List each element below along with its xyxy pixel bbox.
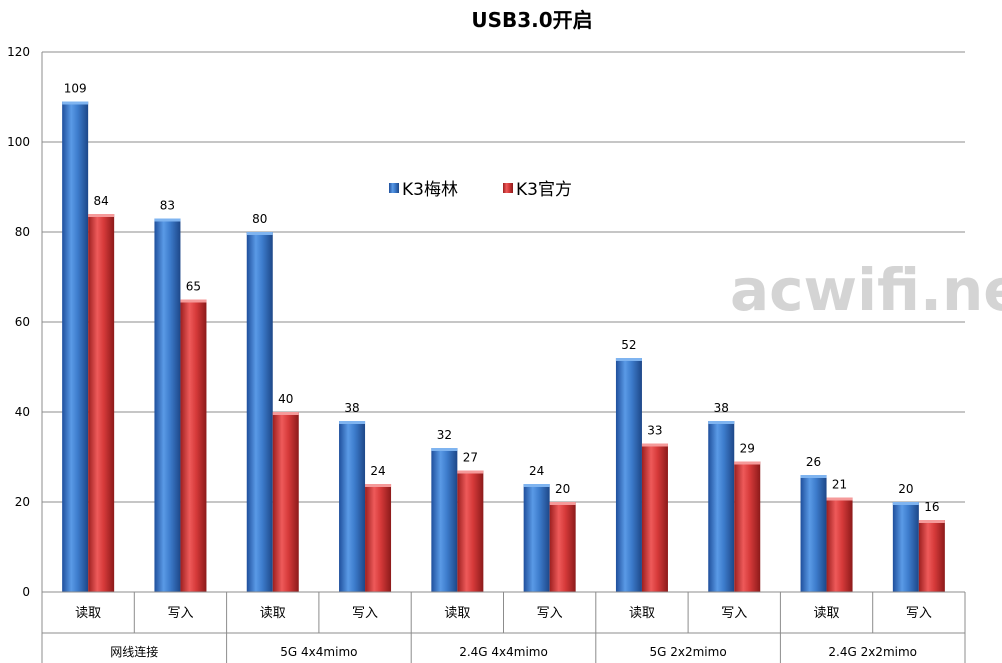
bar-k3-merlin — [154, 218, 181, 592]
x-category-label: 读取 — [444, 606, 470, 621]
x-group-label: 2.4G 2x2mimo — [828, 645, 917, 659]
bars — [62, 101, 945, 592]
bar-k3-merlin — [431, 448, 458, 592]
bar-top-highlight — [708, 421, 735, 424]
watermark: acwifi.net — [730, 256, 1002, 324]
bar-k3-official — [180, 299, 207, 592]
y-tick-label: 0 — [22, 585, 30, 599]
x-category-label: 读取 — [629, 606, 655, 621]
x-category-label: 写入 — [352, 606, 378, 621]
bar-k3-official — [826, 497, 853, 592]
bar-top-highlight — [457, 470, 484, 474]
data-label: 52 — [621, 338, 636, 352]
bar-k3-merlin — [523, 484, 550, 592]
bar-k3-merlin — [246, 232, 273, 592]
data-label: 16 — [924, 500, 939, 514]
bar-k3-official — [734, 461, 761, 592]
x-group-label: 5G 2x2mimo — [650, 645, 727, 659]
data-label: 32 — [437, 428, 452, 442]
data-label: 27 — [463, 451, 478, 465]
bar-k3-official — [918, 520, 945, 592]
data-label: 109 — [64, 82, 87, 96]
data-label: 24 — [529, 464, 544, 478]
bar-k3-official — [457, 470, 484, 592]
bar-top-highlight — [62, 101, 89, 105]
bar-top-highlight — [523, 484, 550, 487]
x-category-label: 读取 — [75, 606, 101, 621]
bar-k3-official — [272, 412, 299, 592]
data-label: 20 — [555, 482, 570, 496]
data-label: 29 — [740, 442, 755, 456]
data-label: 84 — [94, 194, 109, 208]
bar-k3-merlin — [615, 358, 642, 592]
data-label: 38 — [714, 401, 729, 415]
x-category-label: 写入 — [906, 606, 932, 621]
data-label: 83 — [160, 199, 175, 213]
bar-top-highlight — [826, 497, 853, 501]
bar-k3-official — [641, 443, 668, 592]
bar-top-highlight — [918, 520, 945, 523]
y-axis: 0 20 40 60 80 100 120 — [7, 45, 43, 599]
bar-top-highlight — [272, 412, 299, 415]
data-label: 33 — [647, 424, 662, 438]
data-label: 80 — [252, 212, 267, 226]
bar-top-highlight — [549, 502, 576, 505]
bar-top-highlight — [641, 443, 668, 447]
bar-top-highlight — [246, 232, 273, 235]
bar-top-highlight — [431, 448, 458, 451]
data-label: 21 — [832, 478, 847, 492]
legend-label-k3-merlin: K3梅林 — [402, 180, 458, 200]
bar-top-highlight — [800, 475, 827, 478]
data-label: 20 — [898, 482, 913, 496]
x-category-label: 写入 — [537, 606, 563, 621]
x-group-label: 网线连接 — [110, 644, 158, 659]
x-category-label: 写入 — [167, 606, 193, 621]
legend-label-k3-official: K3官方 — [516, 180, 572, 200]
data-label: 26 — [806, 455, 821, 469]
bar-top-highlight — [88, 214, 115, 217]
bar-k3-merlin — [62, 101, 89, 592]
x-group-label: 2.4G 4x4mimo — [459, 645, 548, 659]
bar-top-highlight — [615, 358, 642, 361]
data-label: 24 — [370, 464, 385, 478]
chart-title: USB3.0开启 — [471, 8, 592, 32]
data-label: 65 — [186, 280, 201, 294]
data-label: 38 — [344, 401, 359, 415]
x-category-label: 读取 — [814, 606, 840, 621]
bar-top-highlight — [734, 461, 761, 465]
x-category-label: 写入 — [721, 606, 747, 621]
legend-swatch-k3-merlin — [389, 183, 399, 193]
y-tick-label: 120 — [7, 45, 30, 59]
y-tick-label: 20 — [15, 495, 30, 509]
bar-k3-merlin — [708, 421, 735, 592]
data-label: 40 — [278, 392, 293, 406]
y-tick-label: 100 — [7, 135, 30, 149]
bar-k3-merlin — [800, 475, 827, 592]
bar-top-highlight — [339, 421, 366, 424]
bar-top-highlight — [365, 484, 392, 487]
y-tick-label: 80 — [15, 225, 30, 239]
bar-k3-official — [549, 502, 576, 592]
legend-swatch-k3-official — [503, 183, 513, 193]
bar-k3-official — [365, 484, 392, 592]
y-tick-label: 40 — [15, 405, 30, 419]
bar-top-highlight — [154, 218, 181, 222]
bar-k3-official — [88, 214, 115, 592]
bar-k3-merlin — [339, 421, 366, 592]
legend: K3梅林 K3官方 — [389, 180, 572, 200]
y-tick-label: 60 — [15, 315, 30, 329]
bar-top-highlight — [892, 502, 919, 505]
bar-k3-merlin — [892, 502, 919, 592]
bar-top-highlight — [180, 299, 207, 303]
data-labels: 109 83 80 38 32 24 52 38 26 20 84 65 40 24 27 20 33 29 21 1… — [64, 82, 940, 515]
x-category-label: 读取 — [260, 606, 286, 621]
x-group-label: 5G 4x4mimo — [280, 645, 357, 659]
